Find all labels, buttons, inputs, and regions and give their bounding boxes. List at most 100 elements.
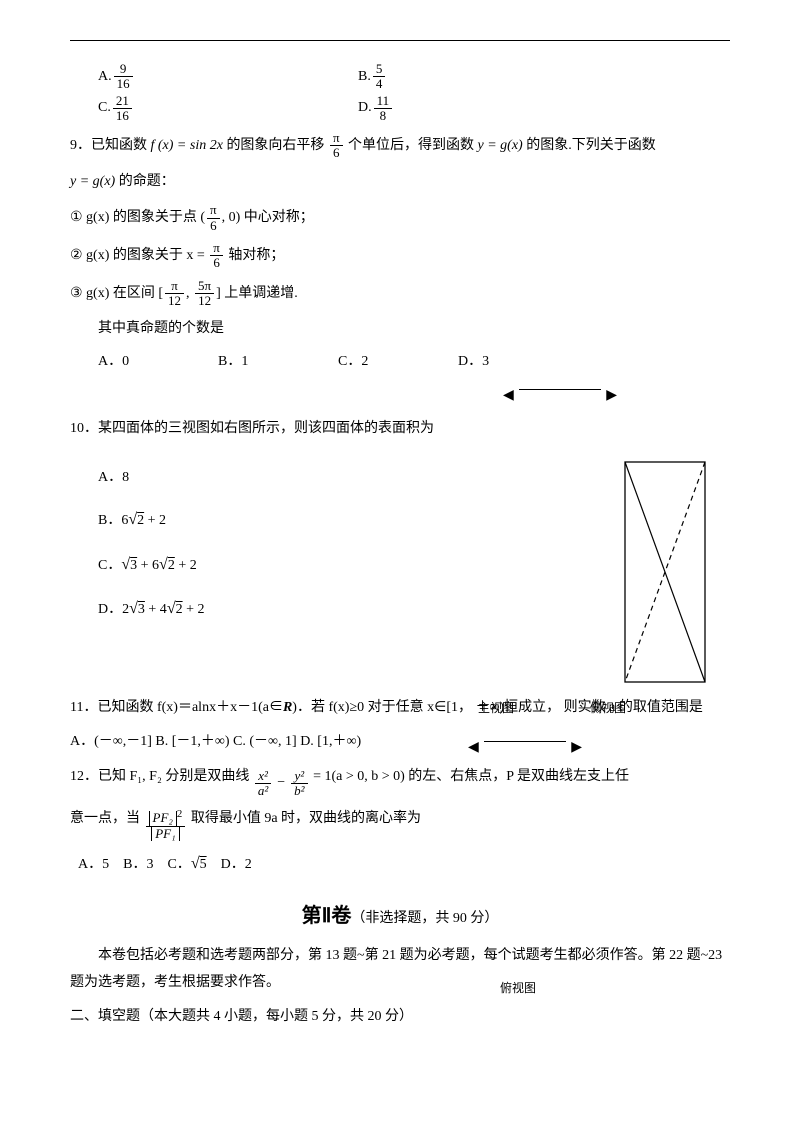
- q9-p3-f2n: 5π: [195, 279, 214, 294]
- section-title-main: 第Ⅱ卷: [302, 905, 352, 927]
- q12-l2b: 取得最小值 9a 时，双曲线的离心率为: [191, 811, 421, 826]
- q9-fx: f (x) = sin 2x: [151, 138, 223, 153]
- q12-xl-den: a²: [255, 784, 271, 798]
- q9-line2: y = g(x) 的命题：: [70, 169, 730, 196]
- q8-option-b: B. 54: [358, 62, 387, 92]
- q11-text-c: 则实数 a 的取值范围是: [564, 700, 703, 715]
- q9-p2-b: 轴对称；: [225, 248, 285, 263]
- q9-p1-b: , 0) 中心对称；: [222, 210, 314, 225]
- q8-d-den: 8: [374, 109, 393, 123]
- q9-tail: 其中真命题的个数是: [70, 316, 730, 343]
- q9-text-c: 个单位后，得到函数: [345, 138, 478, 153]
- q10-options: A．8 B．6√2 + 2 C．√3 + 6√2 + 2 D．2√3 + 4√2…: [70, 451, 620, 639]
- q11-opts-text: A．(－∞,－1] B. [－1,＋∞) C. (－∞, 1] D. [1,＋∞…: [70, 734, 361, 749]
- side-view-label: 侧视图: [590, 697, 626, 720]
- q9-shift-num: π: [330, 131, 343, 146]
- q9-opt-b-val: 1: [241, 354, 248, 369]
- page-top-rule: [70, 40, 730, 41]
- q12-b: 3: [146, 857, 153, 872]
- q10-opt-d: D．2√3 + 4√2 + 2: [98, 594, 620, 624]
- q9-opt-c-val: 2: [361, 354, 368, 369]
- q8-d-num: 11: [374, 94, 393, 109]
- q12-number: 12．: [70, 769, 98, 784]
- q10-opt-b: B．6√2 + 2: [98, 505, 620, 535]
- q8-option-c: C. 2116: [98, 94, 348, 124]
- q10-number: 10．: [70, 421, 98, 436]
- q9-opt-a-val: 0: [122, 354, 129, 369]
- q10-stem: 10．某四面体的三视图如右图所示，则该四面体的表面积为: [70, 416, 730, 443]
- q9-prop3: ③ g(x) 在区间 [π12, 5π12] 上单调递增.: [70, 279, 730, 309]
- q10-opt-a: A．8: [98, 465, 620, 492]
- q9-p3-mid: ,: [186, 286, 193, 301]
- q12: 12．已知 F₁, F₂ 分别是双曲线 x²a² − y²b² = 1(a > …: [70, 764, 730, 799]
- q9-yg: y = g(x): [478, 138, 523, 153]
- q9-text-d: 的图象.下列关于函数: [523, 138, 656, 153]
- q9-number: 9．: [70, 138, 91, 153]
- q11-text-a: 已知函数 f(x)＝alnx＋x－1(a∈: [97, 700, 282, 715]
- q9-prop2: ② g(x) 的图象关于 x = π6 轴对称；: [70, 241, 730, 271]
- q11-options: A．(－∞,－1] B. [－1,＋∞) C. (－∞, 1] D. [1,＋∞…: [70, 729, 730, 756]
- q9-p3-f1d: 12: [165, 294, 184, 308]
- q12-options: A．5 B．3 C．√5 D．2: [70, 849, 730, 879]
- q12-xr-num: y²: [291, 769, 307, 784]
- divider-arrow-2: ◀▶: [470, 733, 580, 758]
- q8-options-row1: A. 916 B. 54: [70, 62, 730, 92]
- double-arrow-icon: ◀▶: [505, 383, 615, 397]
- q8-option-d: D. 118: [358, 94, 394, 124]
- q12-ratio-top: PF₂2: [146, 809, 186, 827]
- q12-a: 5: [102, 857, 109, 872]
- q11-R: R: [283, 700, 292, 715]
- q8-options-row2: C. 2116 D. 118: [70, 94, 730, 124]
- q9-p3-b: ] 上单调递增.: [216, 286, 298, 301]
- q9: 9．已知函数 f (x) = sin 2x 的图象向右平移 π6 个单位后，得到…: [70, 131, 730, 161]
- section-2-intro: 本卷包括必考题和选考题两部分，第 13 题~第 21 题为必考题，每个试题考生都…: [70, 943, 730, 996]
- q9-text-b: 的图象向右平移: [223, 138, 328, 153]
- q9-shift-den: 6: [330, 146, 343, 160]
- double-arrow-icon-2: ◀▶: [470, 735, 580, 749]
- q9-p2-a: ② g(x) 的图象关于 x =: [70, 248, 208, 263]
- q12-text-a: 已知 F₁, F₂ 分别是双曲线: [98, 769, 253, 784]
- q12-l2a: 意一点，当: [70, 811, 144, 826]
- q10-a-val: 8: [122, 470, 129, 485]
- q10-figure: [620, 457, 710, 687]
- q8-c-den: 16: [113, 109, 132, 123]
- top-view-label: 俯视图: [500, 977, 536, 1000]
- q9-opt-a: A．0: [98, 349, 218, 376]
- q10-opt-c: C．√3 + 6√2 + 2: [98, 550, 620, 580]
- q9-opt-d: D．3: [458, 349, 578, 376]
- q9-line2-a: y = g(x): [70, 174, 115, 189]
- section-2-title: 第Ⅱ卷（非选择题，共 90 分）: [70, 897, 730, 935]
- q10-body: A．8 B．6√2 + 2 C．√3 + 6√2 + 2 D．2√3 + 4√2…: [70, 451, 730, 687]
- q9-line2-b: 的命题：: [115, 174, 175, 189]
- q11-number: 11．: [70, 700, 97, 715]
- q8-b-num: 5: [373, 62, 386, 77]
- q9-p3-f2d: 12: [195, 294, 214, 308]
- q9-opt-d-val: 3: [482, 354, 489, 369]
- section-title-sub: （非选择题，共 90 分）: [351, 911, 498, 926]
- q8-option-a: A. 916: [98, 62, 348, 92]
- q9-p1-den: 6: [207, 219, 220, 233]
- q8-a-den: 16: [114, 77, 133, 91]
- q9-p1-num: π: [207, 203, 220, 218]
- q12-xl-num: x²: [255, 769, 271, 784]
- q8-b-den: 4: [373, 77, 386, 91]
- q9-p2-num: π: [210, 241, 223, 256]
- q9-options: A．0 B．1 C．2 D．3: [70, 349, 730, 376]
- q8-a-num: 9: [114, 62, 133, 77]
- q9-text-a: 已知函数: [91, 138, 151, 153]
- q9-opt-c: C．2: [338, 349, 458, 376]
- q9-opt-b: B．1: [218, 349, 338, 376]
- q12-text-b: = 1(a > 0, b > 0) 的左、右焦点，P 是双曲线左支上任: [313, 769, 629, 784]
- q9-p3-a: ③ g(x) 在区间 [: [70, 286, 163, 301]
- divider-arrow-1: ◀▶: [70, 381, 730, 408]
- q10-text: 某四面体的三视图如右图所示，则该四面体的表面积为: [98, 421, 434, 436]
- q9-p2-den: 6: [210, 256, 223, 270]
- q12-line2: 意一点，当 PF₂2 PF₁ 取得最小值 9a 时，双曲线的离心率为: [70, 806, 730, 841]
- q12-d: 2: [245, 857, 252, 872]
- q11-text-b: )．若 f(x)≥0 对于任意 x∈[1，: [292, 700, 472, 715]
- q9-p1-a: ① g(x) 的图象关于点 (: [70, 210, 205, 225]
- q12-xr-den: b²: [291, 784, 307, 798]
- front-view-label: 主视图: [478, 697, 514, 720]
- q9-p3-f1n: π: [165, 279, 184, 294]
- q9-prop1: ① g(x) 的图象关于点 (π6, 0) 中心对称；: [70, 203, 730, 233]
